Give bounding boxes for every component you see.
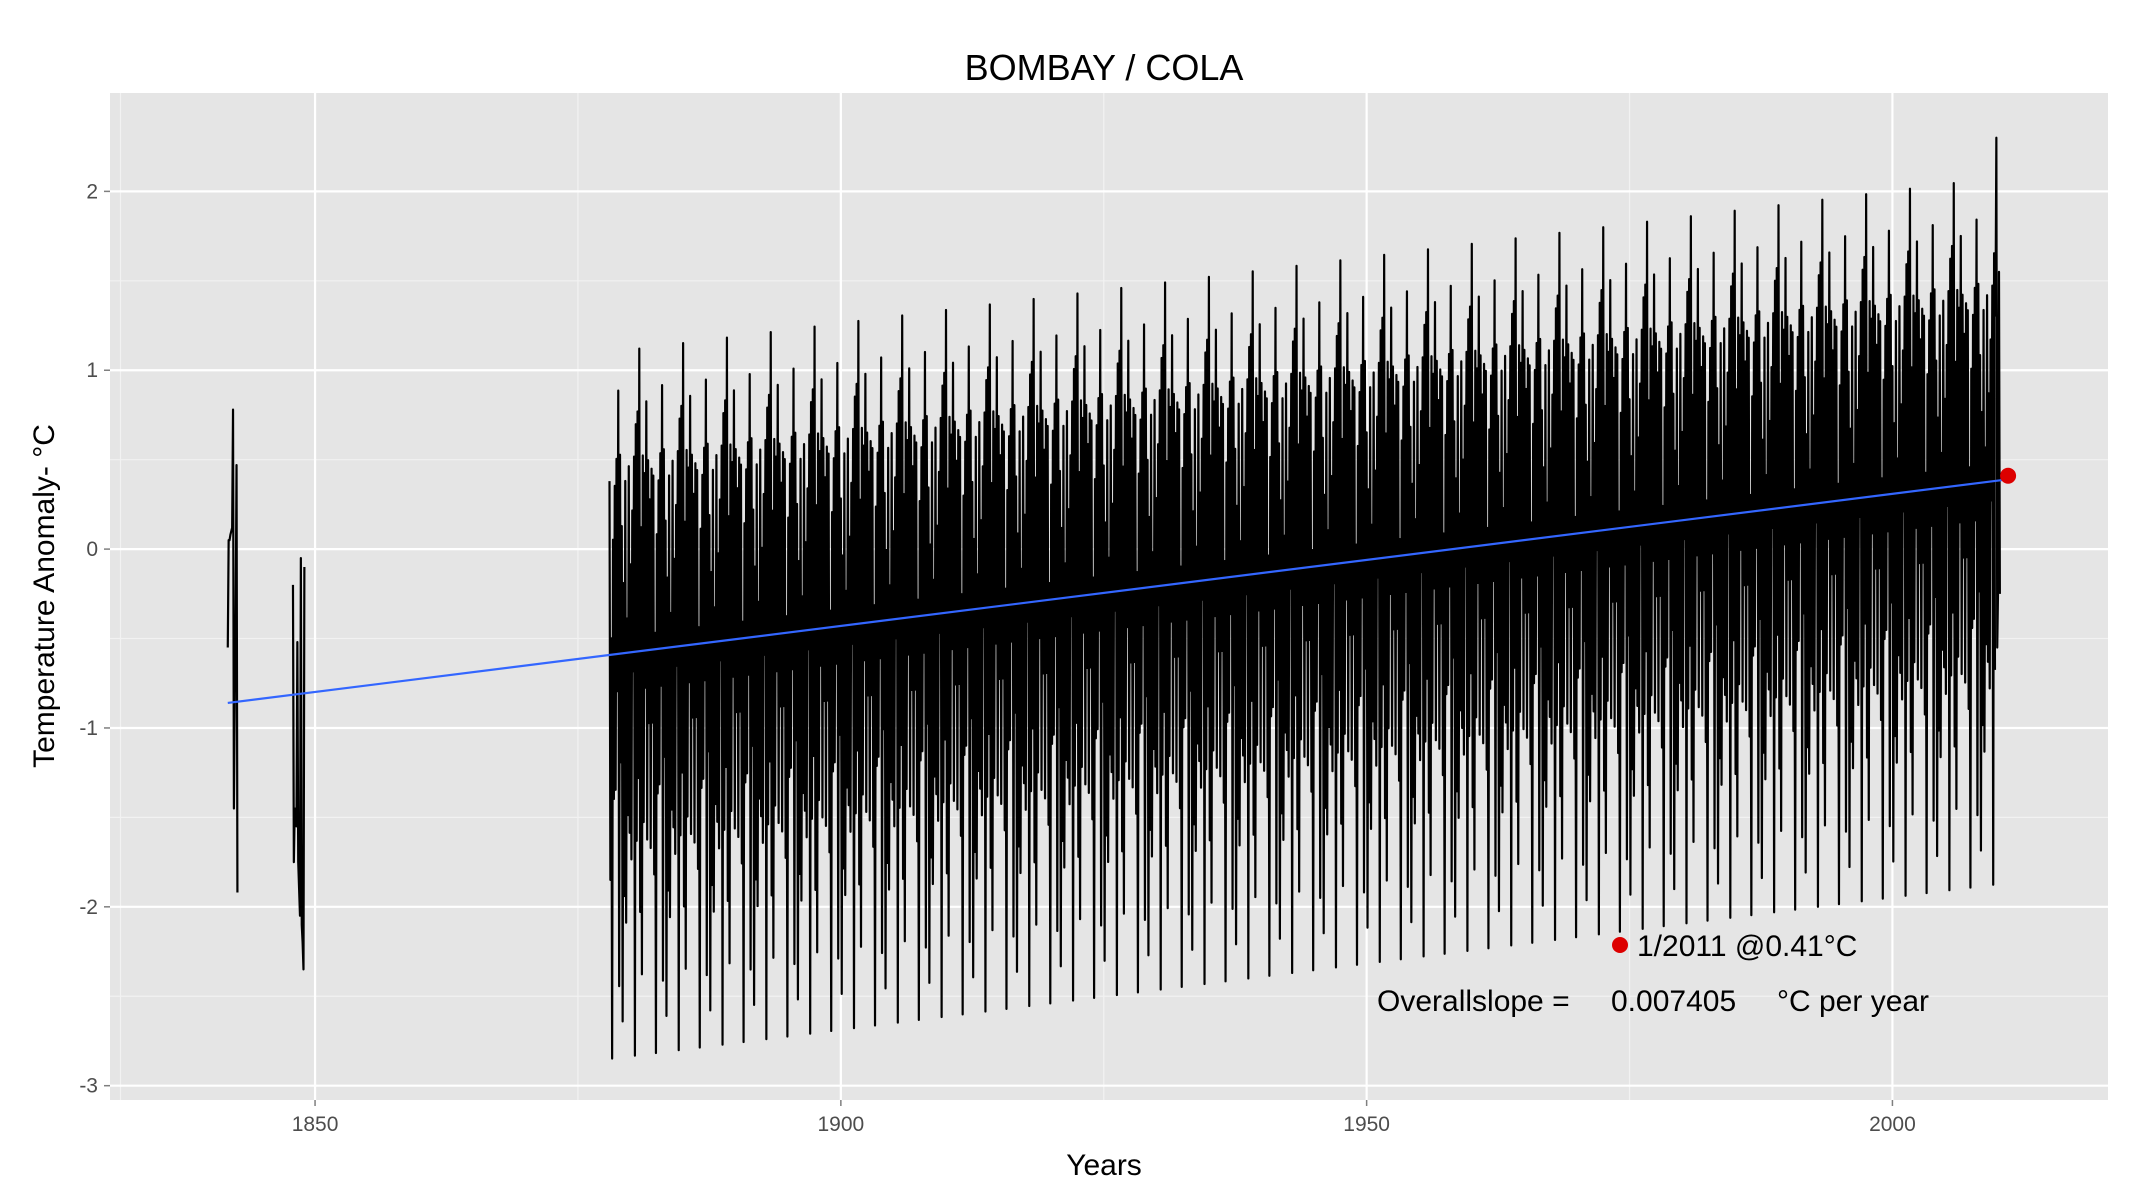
y-tick-label: -3: [79, 1075, 98, 1098]
x-tick-label: 1850: [292, 1113, 339, 1136]
y-tick-label: -2: [79, 896, 98, 919]
slope-label: Overallslope =: [1377, 985, 1570, 1018]
trend-line: [227, 467, 2017, 705]
chart-title: BOMBAY / COLA: [965, 47, 1244, 88]
y-axis: -3 -2 -1 0 1 2: [79, 180, 110, 1098]
y-tick-label: 1: [86, 359, 98, 382]
y-tick-label: 2: [86, 180, 98, 203]
x-tick-label: 1900: [817, 1113, 864, 1136]
x-tick-label: 1950: [1343, 1113, 1390, 1136]
highlight-legend-dot: [1612, 937, 1628, 953]
anomaly-segment: [226, 408, 239, 893]
y-tick-label: -1: [79, 717, 98, 740]
anomaly-segment: [1994, 136, 2001, 649]
slope-unit: °C per year: [1777, 985, 1929, 1018]
anomaly-segment: [608, 182, 1997, 1060]
y-axis-title: Temperature Anomaly- °C: [28, 424, 61, 768]
x-axis-title: Years: [1066, 1149, 1142, 1182]
y-tick-label: 0: [86, 538, 98, 561]
highlight-point-label: 1/2011 @0.41°C: [1637, 930, 1857, 963]
annotations: 1/2011 @0.41°C Overallslope = 0.007405 °…: [1377, 930, 1929, 1018]
trend-line-segment: [227, 478, 2009, 705]
anomaly-series: [226, 136, 2001, 1060]
highlight-point: [2000, 467, 2017, 484]
anomaly-segment: [291, 556, 306, 971]
slope-value: 0.007405: [1611, 985, 1736, 1018]
x-tick-label: 2000: [1869, 1113, 1916, 1136]
x-axis: 1850 1900 1950 2000: [292, 1100, 1916, 1136]
